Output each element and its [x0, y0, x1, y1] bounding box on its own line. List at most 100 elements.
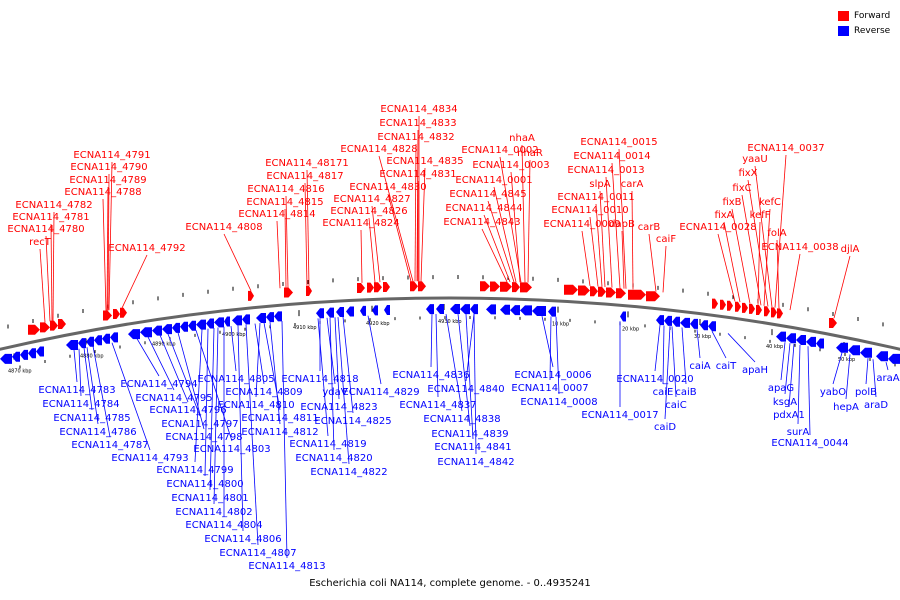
- reverse-gene-label: ECNA114_4794: [120, 379, 197, 390]
- forward-gene-arrow: [383, 282, 390, 292]
- reverse-leader-line: [281, 321, 288, 559]
- reverse-gene-arrow: [664, 315, 672, 326]
- reverse-gene-label: caiE: [653, 387, 674, 398]
- reverse-leader-line: [245, 324, 259, 546]
- reverse-gene-label: ECNA114_4784: [42, 399, 119, 410]
- reverse-gene-arrow: [700, 320, 708, 331]
- reverse-leader-line: [662, 325, 665, 385]
- reverse-leader-line: [177, 332, 205, 430]
- reverse-leader-line: [457, 313, 471, 427]
- reverse-gene-label: ECNA114_4809: [225, 387, 302, 398]
- reverse-gene-arrow: [86, 336, 94, 347]
- forward-gene-arrow: [103, 310, 112, 321]
- reverse-leader-line: [845, 354, 851, 400]
- forward-gene-label: ECNA114_0038: [761, 242, 838, 253]
- reverse-gene-label: ECNA114_4819: [289, 439, 366, 450]
- reverse-gene-label: ECNA114_4806: [204, 534, 281, 545]
- reverse-gene-label: ECNA114_4796: [149, 405, 226, 416]
- forward-leader-line: [589, 216, 599, 287]
- forward-leader-line: [741, 194, 762, 306]
- forward-gene-label: ECNA114_4826: [330, 206, 407, 217]
- forward-gene-label: ECNA114_4808: [185, 222, 262, 233]
- reverse-gene-arrow: [232, 315, 242, 326]
- forward-leader-line: [776, 239, 780, 309]
- forward-leader-line: [631, 190, 634, 290]
- reverse-gene-arrow: [346, 306, 354, 317]
- reverse-gene-arrow: [656, 315, 664, 326]
- forward-gene-label: ECNA114_4816: [247, 184, 324, 195]
- reverse-gene-label: ECNA114_0008: [520, 397, 597, 408]
- forward-gene-arrow: [113, 309, 120, 319]
- kbp-tick-label: 10 kbp: [552, 322, 569, 328]
- reverse-gene-label: ECNA114_4836: [392, 370, 469, 381]
- forward-leader-line: [304, 182, 308, 287]
- kbp-tick-label: 4930 kbp: [438, 319, 462, 325]
- reverse-leader-line: [111, 342, 151, 451]
- reverse-gene-label: araA: [876, 373, 899, 384]
- reverse-leader-line: [255, 323, 261, 398]
- forward-leader-line: [284, 208, 287, 288]
- reverse-gene-label: ECNA114_4787: [71, 440, 148, 451]
- reverse-gene-arrow: [326, 307, 334, 318]
- forward-gene-label: ECNA114_0037: [747, 143, 824, 154]
- reverse-gene-label: ECNA114_4818: [281, 374, 358, 385]
- reverse-gene-arrow: [836, 342, 848, 353]
- reverse-gene-arrow: [486, 304, 496, 315]
- kbp-tick-label: 20 kbp: [622, 326, 639, 332]
- reverse-gene-arrow: [548, 306, 556, 317]
- reverse-gene-label: ECNA114_4810: [217, 400, 294, 411]
- reverse-gene-label: ECNA114_4801: [171, 493, 248, 504]
- forward-gene-label: ECNA114_4781: [12, 212, 89, 223]
- reverse-leader-line: [86, 347, 99, 425]
- reverse-gene-label: ECNA114_4804: [185, 520, 262, 531]
- forward-leader-line: [510, 171, 521, 283]
- reverse-gene-arrow: [450, 304, 460, 314]
- legend-reverse: Reverse: [838, 23, 890, 38]
- forward-leader-line: [420, 167, 426, 282]
- forward-gene-label: ECNA114_4815: [246, 197, 323, 208]
- forward-gene-arrow: [284, 287, 293, 298]
- gene-arrows: [0, 281, 900, 364]
- reverse-gene-arrow: [672, 316, 680, 327]
- reverse-gene-arrow: [426, 304, 434, 315]
- reverse-gene-label: caiD: [654, 422, 676, 433]
- forward-leader-line: [717, 233, 736, 302]
- forward-leader-line: [276, 220, 281, 289]
- forward-gene-label: ECNA114_4782: [15, 200, 92, 211]
- forward-leader-line: [521, 144, 526, 283]
- reverse-gene-label: hepA: [833, 402, 859, 413]
- forward-gene-label: ECNA114_4792: [108, 243, 185, 254]
- forward-gene-label: ECNA114_0002: [461, 145, 538, 156]
- forward-leader-line: [487, 200, 515, 283]
- forward-gene-arrow: [578, 285, 590, 296]
- forward-gene-label: ECNA114_4788: [64, 187, 141, 198]
- forward-gene-label: ECNA114_0015: [580, 137, 657, 148]
- reverse-gene-label: ECNA114_4786: [59, 427, 136, 438]
- reverse-gene-label: ECNA114_4842: [437, 457, 514, 468]
- forward-gene-label: ECNA114_4830: [349, 182, 426, 193]
- reverse-leader-line: [541, 316, 554, 368]
- forward-leader-line: [611, 162, 621, 289]
- reverse-gene-arrow: [816, 338, 824, 349]
- reverse-leader-line: [473, 314, 477, 455]
- reverse-leader-line: [465, 314, 474, 440]
- forward-gene-label: fixB: [722, 197, 741, 208]
- reverse-gene-label: ECNA114_4812: [241, 427, 318, 438]
- forward-gene-label: yaaU: [742, 154, 768, 165]
- reverse-leader-line: [147, 336, 175, 391]
- reverse-gene-arrow: [94, 335, 102, 346]
- forward-leader-line: [581, 230, 591, 286]
- reverse-gene-label: apaH: [742, 365, 768, 376]
- forward-gene-label: ECNA114_4824: [322, 218, 399, 229]
- reverse-leader-line: [213, 327, 219, 505]
- reverse-gene-arrow: [620, 311, 626, 322]
- reverse-gene-label: yabO: [820, 387, 846, 398]
- forward-gene-arrow: [374, 282, 382, 293]
- reverse-gene-label: ECNA114_4823: [300, 402, 377, 413]
- reverse-gene-arrow: [274, 311, 282, 322]
- forward-leader-line: [757, 221, 761, 305]
- forward-gene-arrow: [357, 283, 365, 293]
- forward-leader-line: [108, 161, 113, 311]
- forward-gene-label: dapB: [609, 219, 635, 230]
- forward-leader-line: [360, 229, 363, 283]
